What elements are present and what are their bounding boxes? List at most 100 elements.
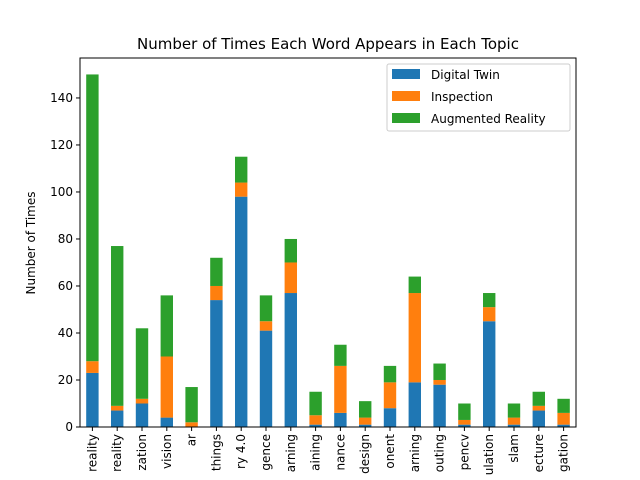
bar-augmented-reality-10 <box>334 344 347 366</box>
x-tick-label: design <box>358 434 372 474</box>
plot-frame <box>79 57 577 428</box>
bar-inspection-9 <box>309 415 322 425</box>
bar-digital-twin-19 <box>557 424 570 427</box>
bar-digital-twin-5 <box>210 300 223 427</box>
bar-inspection-10 <box>334 365 347 413</box>
bar-digital-twin-10 <box>334 412 347 427</box>
bar-inspection-17 <box>507 417 521 425</box>
bar-augmented-reality-9 <box>309 391 322 416</box>
x-tick-label: onent <box>383 434 397 469</box>
legend-swatch <box>392 69 420 79</box>
bar-augmented-reality-17 <box>507 403 521 418</box>
y-tick-label: 140 <box>50 91 73 105</box>
legend-swatch <box>392 113 420 123</box>
bar-inspection-5 <box>210 285 223 301</box>
bar-digital-twin-8 <box>284 293 297 427</box>
bar-augmented-reality-0 <box>86 74 99 362</box>
legend-label: Augmented Reality <box>431 112 546 126</box>
bar-augmented-reality-12 <box>383 365 397 383</box>
bar-augmented-reality-8 <box>284 238 297 263</box>
x-tick-label: reality <box>85 434 99 472</box>
x-tick-label: zation <box>135 434 149 471</box>
bar-inspection-11 <box>359 417 372 425</box>
bar-inspection-1 <box>111 405 124 411</box>
bar-digital-twin-14 <box>433 384 446 427</box>
bar-augmented-reality-13 <box>408 276 421 294</box>
bar-augmented-reality-19 <box>557 398 570 413</box>
y-axis: 0 20 40 60 80 100 120 140 <box>50 91 80 434</box>
x-tick-label: ecture <box>532 434 546 472</box>
y-tick-label: 40 <box>58 326 73 340</box>
bar-digital-twin-17 <box>507 424 521 427</box>
bar-digital-twin-7 <box>259 330 273 427</box>
bar-digital-twin-16 <box>483 321 496 427</box>
x-tick-label: ulation <box>482 434 496 475</box>
bar-digital-twin-9 <box>309 424 322 427</box>
bar-augmented-reality-14 <box>433 363 446 380</box>
legend-box <box>386 63 571 132</box>
legend-label: Digital Twin <box>431 68 500 82</box>
bar-augmented-reality-15 <box>458 403 471 420</box>
bar-digital-twin-12 <box>383 408 397 427</box>
x-tick-label: aining <box>309 434 323 471</box>
bar-digital-twin-2 <box>135 403 149 427</box>
bar-augmented-reality-18 <box>532 391 545 406</box>
bar-inspection-12 <box>383 382 397 409</box>
bar-inspection-0 <box>86 361 99 373</box>
chart-title: Number of Times Each Word Appears in Eac… <box>137 35 519 53</box>
y-tick-label: 60 <box>58 279 73 293</box>
bar-augmented-reality-4 <box>185 387 198 423</box>
legend-swatch <box>392 91 420 101</box>
x-tick-label: things <box>209 434 223 471</box>
bar-augmented-reality-3 <box>160 295 173 357</box>
x-axis: reality reality zation vision ar things ry 4.0… <box>85 427 571 475</box>
bar-inspection-19 <box>557 412 570 425</box>
bar-inspection-14 <box>433 379 446 385</box>
bar-inspection-3 <box>160 356 173 418</box>
y-tick-label: 20 <box>58 373 73 387</box>
bar-augmented-reality-6 <box>235 156 248 183</box>
x-tick-label: reality <box>110 434 124 472</box>
bar-inspection-16 <box>483 307 496 322</box>
bar-augmented-reality-2 <box>135 328 149 399</box>
x-tick-label: slam <box>507 434 521 463</box>
bar-augmented-reality-7 <box>259 295 273 322</box>
x-tick-label: gation <box>557 434 571 472</box>
bar-inspection-2 <box>135 398 149 404</box>
bar-digital-twin-18 <box>532 410 545 427</box>
bar-augmented-reality-11 <box>359 401 372 418</box>
bar-inspection-13 <box>408 293 421 383</box>
x-tick-label: arning <box>284 434 298 472</box>
x-tick-label: gence <box>259 434 273 471</box>
bar-digital-twin-6 <box>235 196 248 427</box>
y-axis-label: Number of Times <box>24 191 38 294</box>
y-tick-label: 0 <box>65 420 73 434</box>
x-tick-label: nance <box>333 434 347 471</box>
x-tick-label: vision <box>160 434 174 469</box>
bar-augmented-reality-5 <box>210 257 223 286</box>
bars-group <box>86 74 570 427</box>
bar-inspection-8 <box>284 262 297 294</box>
x-tick-label: ar <box>185 434 199 446</box>
bar-digital-twin-1 <box>111 410 124 427</box>
y-tick-label: 80 <box>58 232 73 246</box>
bar-digital-twin-3 <box>160 417 173 427</box>
bar-digital-twin-0 <box>86 372 99 427</box>
x-tick-label: outing <box>433 434 447 472</box>
x-tick-label: ry 4.0 <box>234 434 248 469</box>
y-tick-label: 100 <box>50 185 73 199</box>
bar-digital-twin-11 <box>359 424 372 427</box>
bar-inspection-6 <box>235 182 248 197</box>
legend: Digital Twin Inspection Augmented Reality <box>386 63 571 132</box>
bar-inspection-4 <box>185 422 198 427</box>
bar-digital-twin-15 <box>458 424 471 427</box>
bar-inspection-18 <box>532 405 545 411</box>
bar-inspection-7 <box>259 321 273 331</box>
bar-augmented-reality-1 <box>111 246 124 406</box>
x-tick-label: pencv <box>457 434 471 470</box>
y-tick-label: 120 <box>50 138 73 152</box>
legend-label: Inspection <box>431 90 493 104</box>
x-tick-label: arning <box>408 434 422 472</box>
